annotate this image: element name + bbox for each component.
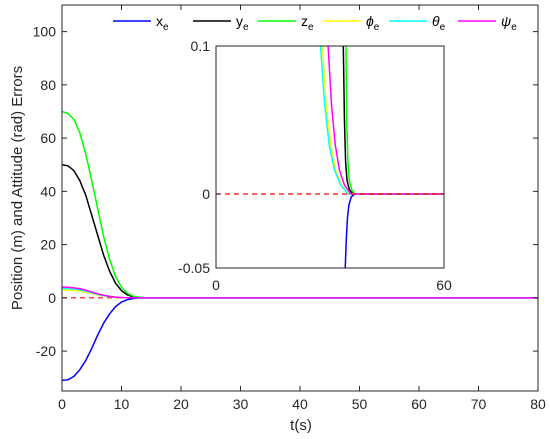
inset-y-tick-label: -0.05	[178, 260, 210, 276]
y-tick-label: 60	[40, 130, 56, 146]
legend-label: ϕe	[366, 13, 380, 33]
legend: xe ye ze ϕe θe ψe	[113, 13, 517, 33]
x-tick-label: 80	[530, 396, 546, 412]
inset-frame	[215, 45, 445, 269]
x-tick-label: 0	[58, 396, 66, 412]
legend-item-3: ϕe	[323, 13, 380, 33]
x-axis-label: t(s)	[290, 417, 312, 434]
x-tick-label: 20	[173, 396, 189, 412]
x-tick-label: 50	[352, 396, 368, 412]
legend-item-4: θe	[389, 13, 446, 33]
inset-x-tick-label: 0	[212, 277, 220, 293]
inset-x-tick-label: 60	[436, 277, 452, 293]
legend-label: ze	[301, 13, 314, 33]
y-tick-label: 0	[48, 290, 56, 306]
y-tick-label: 40	[40, 183, 56, 199]
y-tick-label: 20	[40, 237, 56, 253]
series-line-0	[61, 297, 538, 382]
inset-series-line-5	[327, 46, 444, 195]
legend-item-2: ze	[258, 13, 314, 33]
y-tick-label: 80	[40, 77, 56, 93]
x-tick-label: 70	[471, 396, 487, 412]
x-tick-label: 60	[411, 396, 427, 412]
legend-label: ψe	[501, 13, 517, 33]
legend-label: θe	[432, 13, 446, 33]
x-tick-label: 10	[114, 396, 130, 412]
legend-label: ye	[236, 13, 249, 33]
inset-y-tick-label: 0.1	[191, 38, 211, 54]
x-tick-label: 40	[292, 396, 308, 412]
legend-item-5: ψe	[458, 13, 517, 33]
series-line-5	[61, 286, 538, 299]
inset-lines	[216, 46, 444, 268]
legend-item-1: ye	[193, 13, 249, 33]
inset-series-line-4	[319, 46, 444, 195]
y-tick-label: -20	[36, 343, 56, 359]
inset-y-tick-label: 0	[202, 186, 210, 202]
legend-item-0: xe	[113, 13, 169, 33]
legend-label: xe	[156, 13, 169, 33]
main-plot: 0 10 20 30 40 50 60 70 80 -20 0 20 40 60 80 100	[33, 4, 546, 412]
y-axis-label: Position (m) and Attitude (rad) Errors	[9, 66, 26, 310]
x-tick-label: 30	[233, 396, 249, 412]
y-tick-label: 100	[33, 24, 57, 40]
